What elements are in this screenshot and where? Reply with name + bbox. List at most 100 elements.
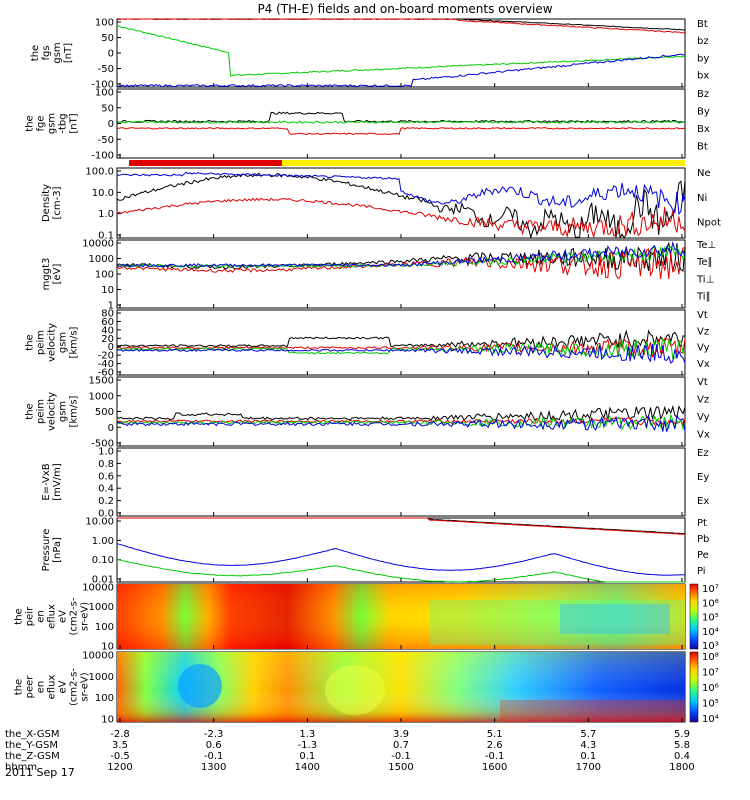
status-bar-red <box>129 160 282 166</box>
y-label-line: the <box>25 115 36 131</box>
y-label-line: fge <box>36 115 47 131</box>
y-label-line: velocity <box>47 392 58 431</box>
y-label-line: [nT] <box>69 113 80 133</box>
curve-vel-vy <box>116 337 686 360</box>
legend-Pi: Pi <box>697 566 706 577</box>
y-tick-label: 1000 <box>89 602 114 613</box>
legend-Ex: Ex <box>697 496 709 507</box>
y-tick-label: -20 <box>98 351 114 362</box>
y-tick-label: 10 <box>101 642 114 653</box>
y-tick-label: 0.01 <box>92 575 114 586</box>
curve-temp-tiperp <box>116 240 686 268</box>
y-tick-label: 100 <box>95 622 114 633</box>
y-label-line: eflux <box>47 675 58 700</box>
y-tick-label: 0.1 <box>98 231 114 242</box>
y-tick-label: 10 <box>101 285 114 296</box>
x-axis-value: 1200 <box>107 762 132 773</box>
colorbar-label: 10⁷ <box>702 584 719 595</box>
y-label-line: [km/s] <box>69 395 80 427</box>
x-axis-value: 4.3 <box>580 740 596 751</box>
x-axis-value: -0.5 <box>110 751 130 762</box>
panel-temp: 10000 1000 100 10 1 mggt3 [eV] Te⊥ Te∥ Ti⊥ Ti∥ <box>41 239 716 312</box>
y-label-line: the <box>25 403 36 419</box>
legend-bx: bx <box>697 70 709 81</box>
y-tick-label: 0 <box>108 119 114 130</box>
y-tick-label: 1000 <box>89 391 114 402</box>
legend-Ez: Ez <box>697 448 709 459</box>
legend-Vy: Vy <box>697 412 710 423</box>
electron-spectrogram <box>117 652 685 722</box>
legend-Bz: Bz <box>697 89 709 100</box>
panel-frame <box>116 88 686 159</box>
y-label-line: eV <box>58 680 69 693</box>
x-axis-row-label: the_X-GSM <box>5 729 59 740</box>
y-label-line: gsm <box>58 332 69 353</box>
curve-pressure-pi <box>116 543 685 576</box>
y-tick-label: 10.00 <box>85 517 114 528</box>
colorbar-label: 10⁸ <box>702 652 719 663</box>
curve-fgs-bt <box>116 18 686 31</box>
date-label: 2011 Sep 17 <box>5 766 75 779</box>
colorbar-label: 10⁵ <box>702 613 719 624</box>
y-label-line: (cm2-s- <box>69 668 80 706</box>
y-label-line: [nT] <box>63 43 74 63</box>
legend-Ti⊥: Ti⊥ <box>696 274 714 285</box>
legend-Bt: Bt <box>697 19 708 30</box>
legend-Pt: Pt <box>697 518 707 529</box>
y-tick-label: 0.0 <box>98 509 114 520</box>
curve-vel-vx <box>116 344 686 364</box>
y-tick-label: 50 <box>101 103 114 114</box>
status-bar-yellow <box>282 160 685 166</box>
y-label-line: [cm-3] <box>52 186 63 219</box>
x-axis-value: -2.3 <box>204 729 224 740</box>
y-tick-label: 100 <box>95 693 114 704</box>
panel-frame <box>116 309 686 376</box>
colorbar-label: 10³ <box>702 641 719 652</box>
panel-frame <box>116 239 686 309</box>
x-axis-value: 1500 <box>388 762 413 773</box>
x-axis-row-label: hhmm <box>5 762 37 773</box>
y-label-line: [eV] <box>52 264 63 285</box>
y-label-line: gsm <box>58 401 69 422</box>
x-axis-value: 5.9 <box>674 729 690 740</box>
x-axis-value: 0.6 <box>206 740 222 751</box>
y-label-line: the <box>14 679 25 695</box>
legend-Vx: Vx <box>697 429 710 440</box>
y-tick-label: 1500 <box>89 376 114 387</box>
x-axis-value: 1700 <box>576 762 601 773</box>
y-label-line: [mV/m] <box>52 463 63 501</box>
legend-bz: bz <box>697 36 709 47</box>
y-label-line: sr-eV) <box>80 672 91 701</box>
legend-Pb: Pb <box>697 534 709 545</box>
y-tick-label: 0 <box>108 49 114 60</box>
colorbar-label: 10⁶ <box>702 598 719 609</box>
y-axis-label: the peer en eflux eV (cm2-s-sr-eV) <box>14 668 91 706</box>
ion-spectrogram <box>117 584 685 649</box>
x-axis-value: 3.9 <box>393 729 409 740</box>
x-axis-value: 1.3 <box>299 729 315 740</box>
curve-fgs-by <box>116 25 686 77</box>
y-label-line: eflux <box>47 604 58 629</box>
y-label-line: Pressure <box>41 529 52 572</box>
x-axis-value: 5.8 <box>674 740 690 751</box>
y-axis-label: the fgs gsm [nT] <box>30 42 74 63</box>
legend-By: By <box>697 106 710 117</box>
y-tick-label: 100 <box>95 88 114 99</box>
y-tick-label: 0.10 <box>92 555 114 566</box>
panel-frame <box>116 517 686 583</box>
x-axis-value: 5.1 <box>487 729 503 740</box>
panel-frame <box>116 18 686 88</box>
curve-density-npot <box>116 171 686 216</box>
colorbar-label: 10⁴ <box>702 714 719 725</box>
y-tick-label: 10 <box>101 715 114 726</box>
y-tick-label: -100 <box>91 80 114 91</box>
legend-Te∥: Te∥ <box>696 257 713 268</box>
y-label-line: -tbg <box>58 113 69 133</box>
y-tick-label: 0.4 <box>98 484 114 495</box>
x-axis-value: 1800 <box>669 762 694 773</box>
y-tick-label: 80 <box>101 309 114 320</box>
legend-Ne: Ne <box>697 168 711 179</box>
x-axis-row-label: the_Y-GSM <box>5 740 58 751</box>
y-tick-label: 50 <box>101 33 114 44</box>
